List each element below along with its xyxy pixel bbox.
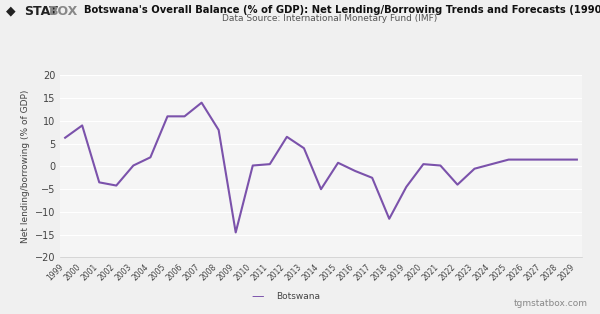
Text: Botswana: Botswana — [276, 292, 320, 301]
Text: Data Source: International Monetary Fund (IMF): Data Source: International Monetary Fund… — [223, 14, 437, 23]
Text: ◆: ◆ — [6, 5, 16, 18]
Text: STAT: STAT — [24, 5, 58, 18]
Text: —: — — [252, 290, 264, 303]
Text: Botswana's Overall Balance (% of GDP): Net Lending/Borrowing Trends and Forecast: Botswana's Overall Balance (% of GDP): N… — [84, 5, 600, 15]
Text: tgmstatbox.com: tgmstatbox.com — [514, 299, 588, 308]
Y-axis label: Net lending/borrowing (% of GDP): Net lending/borrowing (% of GDP) — [22, 90, 31, 243]
Text: BOX: BOX — [49, 5, 79, 18]
